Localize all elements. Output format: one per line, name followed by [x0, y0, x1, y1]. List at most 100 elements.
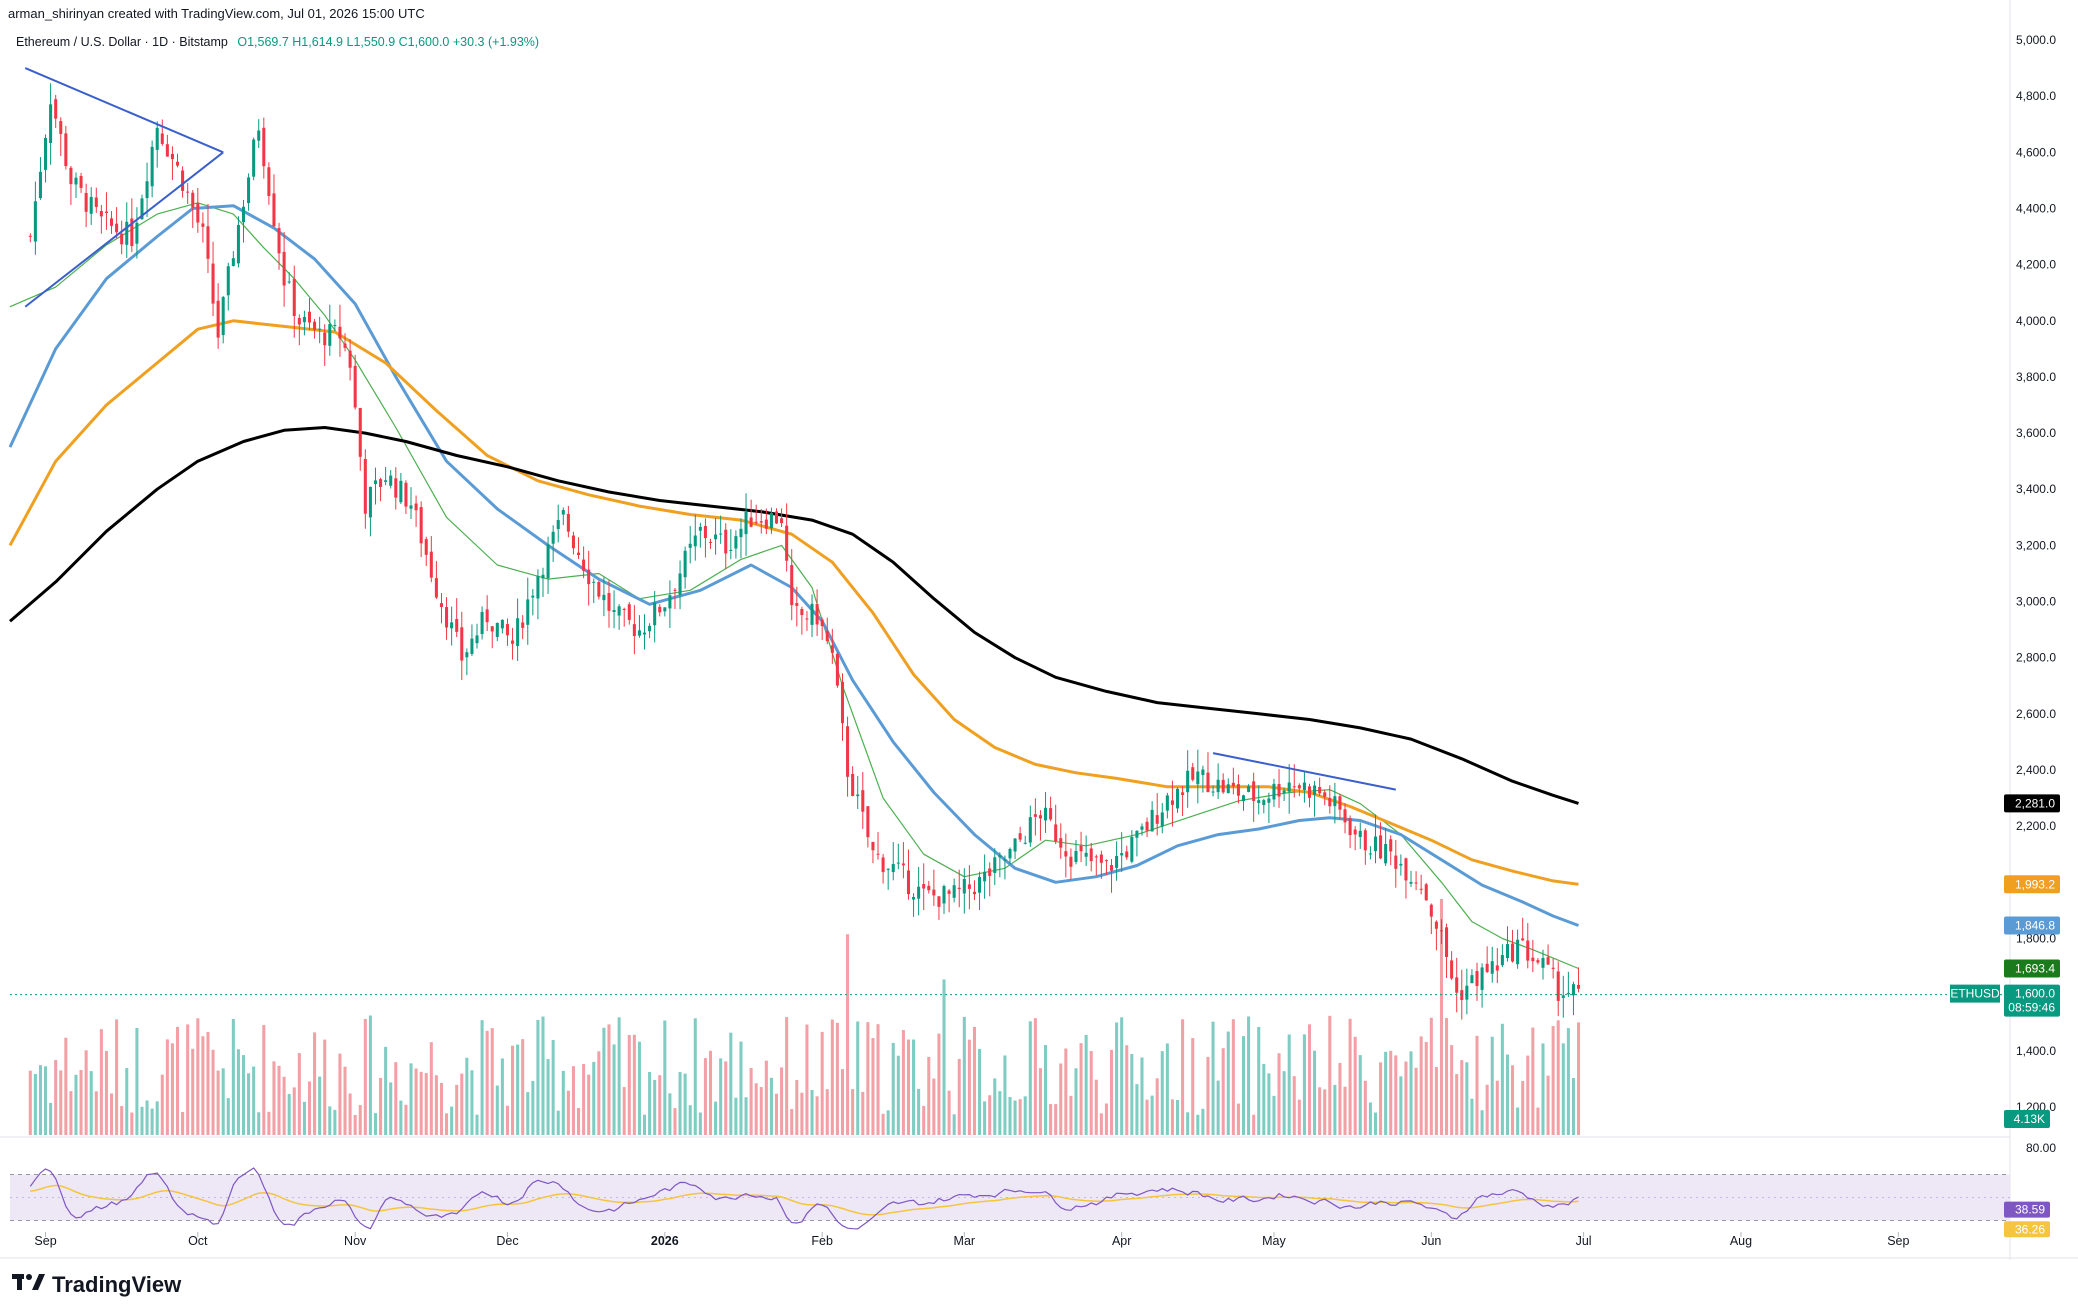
trendline[interactable] [1212, 752, 1396, 791]
volume-bar [1363, 1080, 1367, 1135]
volume-bar [69, 1091, 73, 1135]
volume-bar [1333, 1084, 1337, 1135]
candle-body [708, 541, 713, 543]
candle-body [648, 625, 652, 632]
volume-bar [556, 1110, 560, 1135]
candle-body [155, 127, 159, 150]
price-tick-label: 4,000.0 [2016, 314, 2056, 328]
symbol-name[interactable]: Ethereum / U.S. Dollar · 1D · Bitstamp [16, 35, 228, 49]
candle-body [1551, 967, 1555, 969]
candle-body [1511, 943, 1515, 962]
candle-body [749, 517, 753, 527]
volume-bar [582, 1063, 586, 1135]
volume-bar [358, 1105, 362, 1135]
candle-body [1343, 809, 1347, 823]
candle-body [135, 222, 139, 244]
volume-bar [145, 1100, 149, 1135]
volume-bar [1054, 1104, 1058, 1135]
volume-bar [988, 1095, 992, 1135]
candle-body [516, 618, 520, 646]
volume-bar [942, 979, 946, 1135]
volume-bar [972, 1026, 976, 1135]
volume-bar [1104, 1103, 1108, 1135]
volume-bar [470, 1070, 474, 1135]
candle-body [287, 281, 291, 283]
candle-body [1135, 830, 1139, 838]
candle-body [191, 192, 195, 208]
candle-body [825, 631, 829, 642]
candle-body [1495, 965, 1499, 971]
candle-body [505, 624, 509, 636]
time-tick-label: Sep [34, 1234, 56, 1248]
ma50-price-label: 1,846.8 [2015, 919, 2055, 933]
candle-body [1140, 826, 1144, 830]
volume-bar [835, 1022, 839, 1135]
candle-body [1226, 784, 1230, 794]
volume-bar [1221, 1048, 1225, 1135]
volume-bar [33, 1073, 37, 1135]
candle-body [175, 161, 180, 166]
volume-bar [805, 1024, 809, 1135]
volume-bar [602, 1027, 606, 1135]
candle-body [1404, 858, 1408, 881]
volume-bar [1175, 1100, 1180, 1135]
candle-body [1267, 798, 1271, 803]
volume-bar [1521, 1080, 1525, 1135]
candle-body [49, 104, 53, 143]
volume-bar [1201, 1108, 1205, 1135]
volume-bar [521, 1039, 525, 1135]
volume-bar [1353, 1036, 1357, 1135]
ma100-price-label-bg [2004, 875, 2060, 894]
trendline[interactable] [24, 151, 224, 308]
candle-body [922, 884, 926, 889]
candle-body [896, 862, 900, 864]
volume-bar [323, 1039, 327, 1135]
candle-body [267, 167, 271, 196]
candle-body [912, 896, 916, 900]
volume-bar [1373, 1112, 1378, 1135]
candle-body [475, 635, 479, 644]
volume-bar [653, 1079, 657, 1135]
ma20-price-label-bg [2004, 959, 2060, 978]
volume-bar [1485, 1084, 1489, 1135]
volume-bar [460, 1073, 464, 1135]
candle-body [962, 879, 966, 894]
candle-body [774, 511, 779, 524]
price-tick-label: 3,600.0 [2016, 426, 2056, 440]
candle-body [1120, 853, 1124, 856]
candle-body [1307, 786, 1312, 798]
candle-body [120, 233, 124, 245]
volume-bar [59, 1070, 63, 1135]
candle-body [1181, 792, 1185, 795]
volume-bar [790, 1109, 794, 1135]
volume-bar [394, 1062, 398, 1135]
candle-body [617, 606, 621, 616]
candle-body [257, 130, 261, 141]
candle-body [1191, 767, 1195, 780]
volume-bar [318, 1076, 322, 1135]
candle-body [460, 627, 464, 661]
time-tick-label: Apr [1112, 1234, 1131, 1248]
candle-body [683, 550, 687, 578]
trendline[interactable] [24, 67, 224, 154]
ma200-price-label: 2,281.0 [2015, 796, 2055, 810]
tradingview-logo-icon [12, 1272, 46, 1298]
volume-bar [881, 1113, 885, 1135]
candle-body [1272, 783, 1276, 800]
candle-body [44, 137, 48, 170]
candle-body [1571, 984, 1575, 996]
candle-body [110, 218, 114, 226]
candle-body [1064, 851, 1068, 857]
volume-bar [1196, 1114, 1200, 1135]
volume-bar [1115, 1022, 1119, 1135]
candle-body [1394, 855, 1398, 869]
candle-body [577, 552, 581, 556]
volume-bar [1272, 1095, 1276, 1135]
volume-bar [338, 1053, 342, 1135]
volume-bar [348, 1093, 352, 1135]
candle-body [74, 177, 78, 185]
price-tick-label: 1,400.0 [2016, 1044, 2056, 1058]
tradingview-brand[interactable]: TradingView [12, 1272, 181, 1298]
volume-bar [830, 1019, 834, 1135]
